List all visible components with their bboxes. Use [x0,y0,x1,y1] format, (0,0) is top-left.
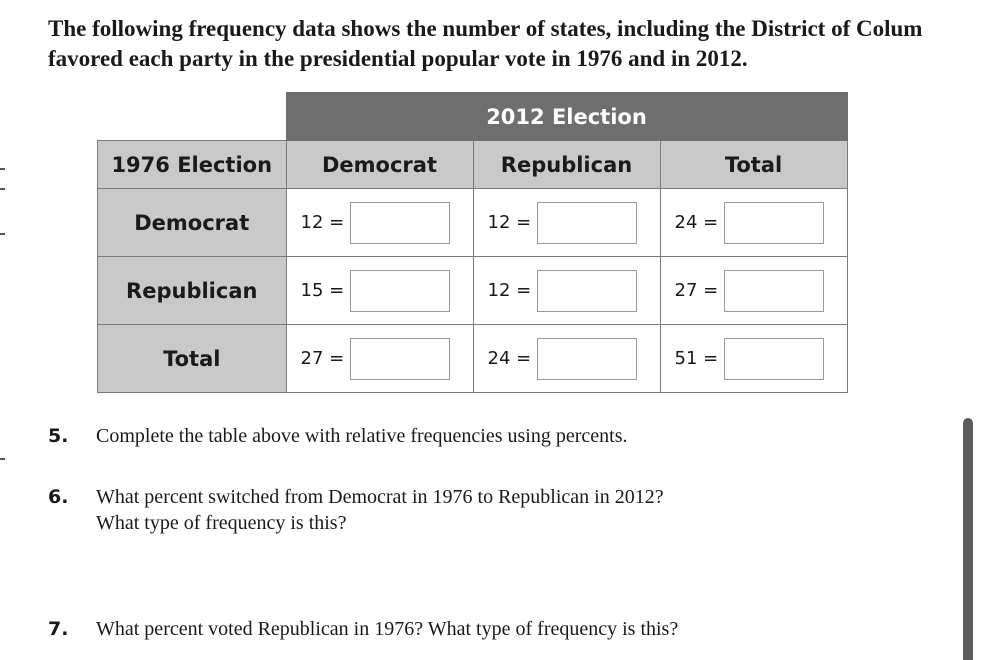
margin-mark [0,168,5,170]
question-number: 7. [48,618,69,640]
answer-box[interactable] [724,337,825,380]
margin-mark [0,233,5,235]
row-header-total: Total [97,324,287,393]
cell-value: 15 = [300,280,345,301]
question-text: What percent voted Republican in 1976? W… [96,618,679,640]
question-text: What type of frequency is this? [96,512,347,534]
table-cell: 15 = [285,256,474,325]
question-5: 5. Complete the table above with relativ… [48,423,627,449]
cell-value: 51 = [674,348,719,369]
table-cell: 12 = [472,256,661,325]
cell-value: 24 = [487,348,532,369]
answer-box[interactable] [724,269,825,312]
answer-box[interactable] [350,201,451,244]
answer-box[interactable] [350,337,451,380]
cell-value: 24 = [674,212,719,233]
column-header-republican: Republican [472,140,661,189]
table-cell: 12 = [472,188,661,257]
table-cell: 24 = [659,188,848,257]
intro-line-1: The following frequency data shows the n… [48,16,923,41]
column-header-total: Total [659,140,848,189]
margin-mark [0,188,5,190]
question-6: 6. What percent switched from Democrat i… [48,484,664,536]
cell-value: 12 = [487,280,532,301]
table-corner [97,92,286,141]
table-cell: 27 = [285,324,474,393]
intro-line-2: favored each party in the presidential p… [48,46,748,71]
question-number: 5. [48,425,69,447]
row-axis-label: 1976 Election [97,140,287,189]
table-row: Republican 15 = 12 = 27 = [97,256,848,325]
table-cell: 12 = [285,188,474,257]
frequency-table: 2012 Election 1976 Election Democrat Rep… [97,92,848,393]
row-header-democrat: Democrat [97,188,287,257]
cell-value: 27 = [674,280,719,301]
table-cell: 24 = [472,324,661,393]
group-header-2012: 2012 Election [285,92,848,141]
question-text: Complete the table above with relative f… [96,425,628,447]
answer-box[interactable] [537,201,638,244]
row-header-republican: Republican [97,256,287,325]
table-row: Democrat 12 = 12 = 24 = [97,188,848,257]
answer-box[interactable] [350,269,451,312]
table-row: Total 27 = 24 = 51 = [97,324,848,393]
question-7: 7. What percent voted Republican in 1976… [48,616,678,642]
table-cell: 27 = [659,256,848,325]
cell-value: 12 = [487,212,532,233]
intro-text: The following frequency data shows the n… [48,14,997,74]
table-cell: 51 = [659,324,848,393]
cell-value: 27 = [300,348,345,369]
scrollbar-thumb[interactable] [963,418,973,660]
answer-box[interactable] [537,337,638,380]
answer-box[interactable] [724,201,825,244]
question-text: What percent switched from Democrat in 1… [96,486,664,508]
answer-box[interactable] [537,269,638,312]
margin-mark [0,458,5,460]
cell-value: 12 = [300,212,345,233]
question-number: 6. [48,486,69,508]
column-header-democrat: Democrat [285,140,474,189]
